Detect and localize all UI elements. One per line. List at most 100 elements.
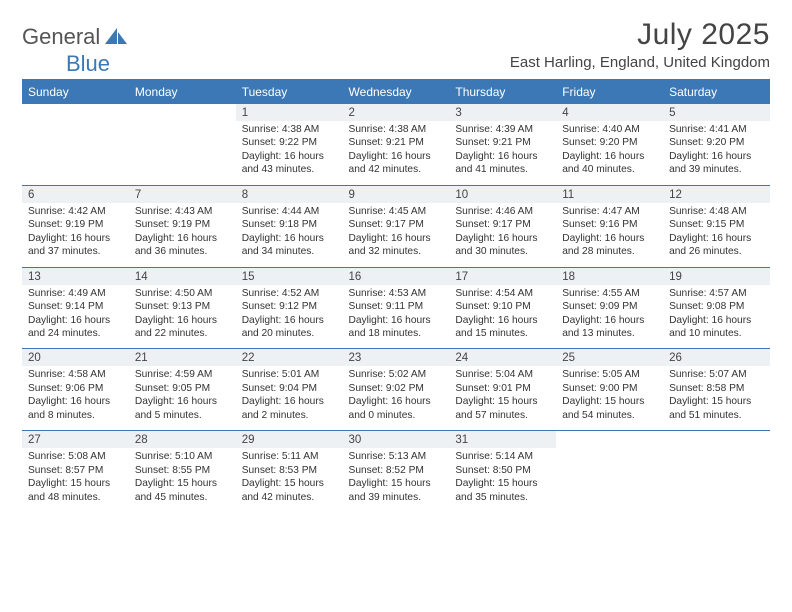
sunset-line: Sunset: 9:15 PM (669, 218, 764, 231)
sunset-line: Sunset: 8:50 PM (455, 464, 550, 477)
day-number-cell: 5 (663, 104, 770, 122)
daylight-line: Daylight: 16 hours and 39 minutes. (669, 150, 764, 177)
day-number-cell: 9 (343, 185, 450, 203)
day-number-cell: 2 (343, 104, 450, 122)
sunrise-line: Sunrise: 5:02 AM (349, 368, 444, 381)
daylight-line: Daylight: 15 hours and 35 minutes. (455, 477, 550, 504)
day-number-cell: 14 (129, 267, 236, 285)
day-body-cell: Sunrise: 4:38 AMSunset: 9:22 PMDaylight:… (236, 121, 343, 185)
day-body-cell: Sunrise: 4:43 AMSunset: 9:19 PMDaylight:… (129, 203, 236, 267)
sunset-line: Sunset: 9:19 PM (28, 218, 123, 231)
daylight-line: Daylight: 16 hours and 30 minutes. (455, 232, 550, 259)
daylight-line: Daylight: 16 hours and 36 minutes. (135, 232, 230, 259)
day-number-cell: 10 (449, 185, 556, 203)
day-number-cell: 7 (129, 185, 236, 203)
day-number-cell: 6 (22, 185, 129, 203)
sunrise-line: Sunrise: 5:01 AM (242, 368, 337, 381)
logo-text-blue: Blue (66, 51, 110, 77)
daylight-line: Daylight: 16 hours and 15 minutes. (455, 314, 550, 341)
sunset-line: Sunset: 9:21 PM (455, 136, 550, 149)
sunrise-line: Sunrise: 4:59 AM (135, 368, 230, 381)
day-body-cell: Sunrise: 5:13 AMSunset: 8:52 PMDaylight:… (343, 448, 450, 512)
day-number-cell: 16 (343, 267, 450, 285)
sunset-line: Sunset: 9:06 PM (28, 382, 123, 395)
day-body-cell: Sunrise: 4:52 AMSunset: 9:12 PMDaylight:… (236, 285, 343, 349)
day-number-cell: 25 (556, 349, 663, 367)
sunset-line: Sunset: 8:55 PM (135, 464, 230, 477)
day-number-cell: 17 (449, 267, 556, 285)
logo-text-general: General (22, 24, 100, 50)
day-number-cell: 31 (449, 431, 556, 449)
daylight-line: Daylight: 15 hours and 54 minutes. (562, 395, 657, 422)
day-number-row: 2728293031 (22, 431, 770, 449)
day-body-cell: Sunrise: 5:11 AMSunset: 8:53 PMDaylight:… (236, 448, 343, 512)
sunset-line: Sunset: 9:01 PM (455, 382, 550, 395)
weekday-header: Wednesday (343, 80, 450, 104)
daylight-line: Daylight: 16 hours and 32 minutes. (349, 232, 444, 259)
day-body-cell (22, 121, 129, 185)
daylight-line: Daylight: 16 hours and 2 minutes. (242, 395, 337, 422)
day-body-cell: Sunrise: 4:57 AMSunset: 9:08 PMDaylight:… (663, 285, 770, 349)
sunset-line: Sunset: 9:16 PM (562, 218, 657, 231)
daylight-line: Daylight: 16 hours and 43 minutes. (242, 150, 337, 177)
day-body-cell: Sunrise: 4:41 AMSunset: 9:20 PMDaylight:… (663, 121, 770, 185)
daylight-line: Daylight: 16 hours and 22 minutes. (135, 314, 230, 341)
sunrise-line: Sunrise: 4:54 AM (455, 287, 550, 300)
day-body-cell: Sunrise: 5:05 AMSunset: 9:00 PMDaylight:… (556, 366, 663, 430)
day-number-cell: 22 (236, 349, 343, 367)
day-number-cell: 12 (663, 185, 770, 203)
day-body-cell: Sunrise: 4:58 AMSunset: 9:06 PMDaylight:… (22, 366, 129, 430)
weekday-header: Monday (129, 80, 236, 104)
day-body-cell: Sunrise: 5:10 AMSunset: 8:55 PMDaylight:… (129, 448, 236, 512)
sunset-line: Sunset: 9:19 PM (135, 218, 230, 231)
sunset-line: Sunset: 9:13 PM (135, 300, 230, 313)
sunrise-line: Sunrise: 5:10 AM (135, 450, 230, 463)
logo-sail-icon (105, 28, 127, 46)
day-number-cell: 29 (236, 431, 343, 449)
weekday-header: Sunday (22, 80, 129, 104)
location-text: East Harling, England, United Kingdom (510, 54, 770, 71)
sunset-line: Sunset: 9:00 PM (562, 382, 657, 395)
day-body-cell: Sunrise: 4:59 AMSunset: 9:05 PMDaylight:… (129, 366, 236, 430)
header: General July 2025 East Harling, England,… (22, 18, 770, 71)
title-block: July 2025 East Harling, England, United … (510, 18, 770, 71)
day-body-cell: Sunrise: 4:39 AMSunset: 9:21 PMDaylight:… (449, 121, 556, 185)
day-body-cell (556, 448, 663, 512)
sunset-line: Sunset: 9:12 PM (242, 300, 337, 313)
sunset-line: Sunset: 9:14 PM (28, 300, 123, 313)
weekday-header: Thursday (449, 80, 556, 104)
sunset-line: Sunset: 9:08 PM (669, 300, 764, 313)
sunrise-line: Sunrise: 4:46 AM (455, 205, 550, 218)
daylight-line: Daylight: 16 hours and 20 minutes. (242, 314, 337, 341)
day-body-cell: Sunrise: 4:46 AMSunset: 9:17 PMDaylight:… (449, 203, 556, 267)
sunrise-line: Sunrise: 4:58 AM (28, 368, 123, 381)
weekday-header: Friday (556, 80, 663, 104)
sunrise-line: Sunrise: 4:57 AM (669, 287, 764, 300)
day-body-row: Sunrise: 4:42 AMSunset: 9:19 PMDaylight:… (22, 203, 770, 267)
day-number-row: 12345 (22, 104, 770, 122)
daylight-line: Daylight: 16 hours and 24 minutes. (28, 314, 123, 341)
weekday-header: Saturday (663, 80, 770, 104)
day-number-cell: 27 (22, 431, 129, 449)
sunrise-line: Sunrise: 4:40 AM (562, 123, 657, 136)
day-number-cell: 20 (22, 349, 129, 367)
day-number-cell: 11 (556, 185, 663, 203)
day-number-cell (129, 104, 236, 122)
daylight-line: Daylight: 16 hours and 34 minutes. (242, 232, 337, 259)
day-body-cell (129, 121, 236, 185)
calendar-table: SundayMondayTuesdayWednesdayThursdayFrid… (22, 79, 770, 512)
day-body-cell: Sunrise: 5:04 AMSunset: 9:01 PMDaylight:… (449, 366, 556, 430)
logo: General (22, 18, 108, 50)
day-body-cell: Sunrise: 4:45 AMSunset: 9:17 PMDaylight:… (343, 203, 450, 267)
day-number-cell (663, 431, 770, 449)
sunrise-line: Sunrise: 4:49 AM (28, 287, 123, 300)
day-body-cell: Sunrise: 4:40 AMSunset: 9:20 PMDaylight:… (556, 121, 663, 185)
daylight-line: Daylight: 15 hours and 42 minutes. (242, 477, 337, 504)
day-body-cell: Sunrise: 4:49 AMSunset: 9:14 PMDaylight:… (22, 285, 129, 349)
day-number-cell: 3 (449, 104, 556, 122)
daylight-line: Daylight: 16 hours and 0 minutes. (349, 395, 444, 422)
sunset-line: Sunset: 9:10 PM (455, 300, 550, 313)
sunrise-line: Sunrise: 5:07 AM (669, 368, 764, 381)
sunset-line: Sunset: 9:20 PM (669, 136, 764, 149)
sunset-line: Sunset: 9:02 PM (349, 382, 444, 395)
